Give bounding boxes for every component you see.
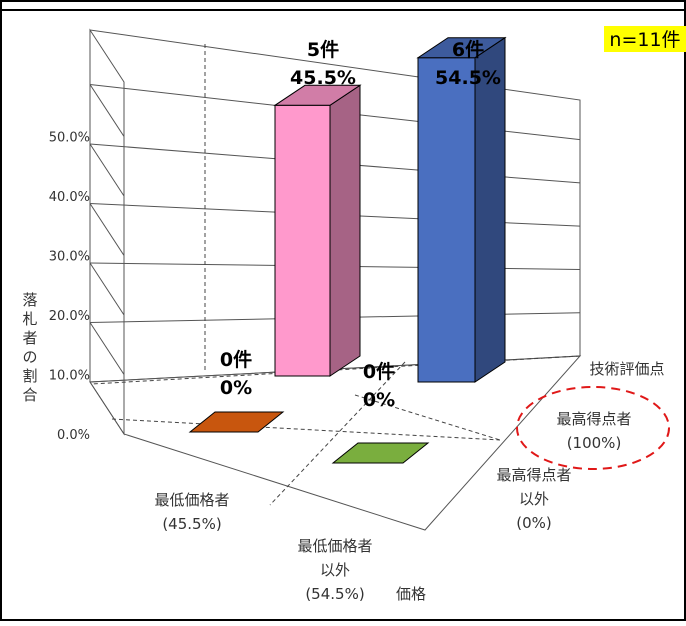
bar-3 — [331, 442, 430, 464]
gridline-side — [89, 322, 125, 375]
floor-depth-divider-2 — [269, 361, 406, 506]
depth-category-label: (0%) — [516, 514, 552, 532]
bar-0 — [273, 84, 362, 377]
y-tick-label: 50.0% — [49, 131, 90, 146]
data-label-count: 6件 — [452, 38, 484, 61]
y-axis-title-char: 者 — [22, 329, 37, 347]
x-category-label: 最低価格者 — [154, 491, 229, 509]
data-label-count: 0件 — [220, 348, 252, 371]
sample-size-note: n=11件 — [609, 29, 680, 51]
bar-1 — [416, 36, 507, 383]
y-tick-label: 20.0% — [49, 309, 90, 324]
y-axis-title-char: の — [22, 348, 37, 366]
bar-side — [329, 84, 361, 377]
y-tick-labels: 0.0% 10.0% 20.0% 30.0% 40.0% 50.0% — [49, 131, 90, 444]
bar-tile — [331, 442, 430, 464]
y-axis-title-char: 合 — [22, 386, 37, 404]
data-label-percent: 54.5% — [435, 67, 501, 89]
y-tick-label: 30.0% — [49, 250, 90, 265]
x-category-label: (54.5%) — [305, 585, 364, 603]
data-label-percent: 0% — [220, 377, 252, 399]
gridline-side — [89, 262, 125, 316]
gridline-side — [89, 203, 125, 256]
y-axis-title-char: 割 — [22, 367, 37, 385]
y-axis-title-char: 落 — [22, 291, 37, 309]
depth-category-label: (100%) — [567, 434, 622, 452]
x-category-label: (45.5%) — [162, 515, 221, 533]
bars — [188, 36, 507, 464]
data-label-count: 0件 — [363, 360, 395, 383]
data-label-count: 5件 — [307, 38, 339, 61]
bar-top — [416, 37, 507, 59]
bar-side — [474, 36, 506, 383]
divider-lines — [91, 44, 581, 506]
x-axis-title: 価格 — [396, 585, 426, 603]
bar-top — [273, 84, 362, 106]
floor-back-divider — [111, 418, 501, 441]
gridline-side — [89, 84, 125, 137]
y-tick-label: 0.0% — [57, 428, 90, 443]
bar-tile — [188, 411, 285, 433]
y-axis-title-char: 札 — [22, 310, 37, 328]
x-category-label: 以外 — [320, 561, 350, 579]
highlight-ellipse — [516, 386, 670, 470]
floor-depth-divider — [91, 355, 581, 385]
depth-category-label: 最高得点者 — [556, 410, 631, 428]
y-tick-label: 40.0% — [49, 190, 90, 205]
note-highlight — [604, 26, 686, 52]
bar-front — [274, 104, 331, 377]
x-category-label: 最低価格者 — [297, 537, 372, 555]
data-label-percent: 45.5% — [290, 67, 356, 89]
gridline-side — [89, 143, 125, 197]
depth-category-label: 最高得点者 — [496, 466, 571, 484]
category-labels: 最低価格者(45.5%)最低価格者以外(54.5%)最高得点者(100%)最高得… — [154, 360, 664, 603]
floor-x-divider — [354, 394, 501, 441]
depth-category-label: 以外 — [519, 490, 549, 508]
depth-axis-title: 技術評価点 — [589, 360, 664, 378]
bar-front — [417, 57, 476, 383]
data-labels: 5件 45.5% 6件 54.5% 0件 0% 0件 0% — [220, 38, 501, 411]
data-label-percent: 0% — [363, 389, 395, 411]
bar-2 — [188, 411, 285, 433]
y-tick-label: 10.0% — [49, 369, 90, 384]
